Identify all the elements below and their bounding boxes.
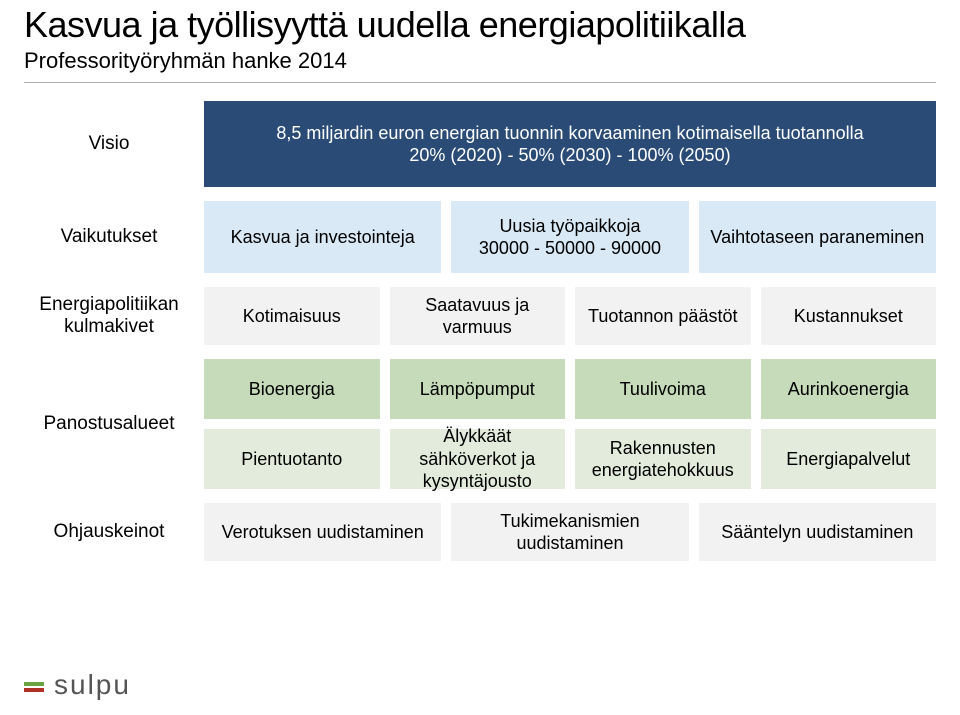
box-vaikutukset-2: Vaihtotaseen paraneminen	[699, 201, 936, 273]
label-ohjaus: Ohjauskeinot	[24, 503, 194, 561]
box-panostus-b3: Energiapalvelut	[761, 429, 937, 489]
logo-text: sulpu	[54, 669, 131, 700]
label-panostus: Panostusalueet	[24, 359, 194, 489]
box-panostus-a0: Bioenergia	[204, 359, 380, 419]
box-visio-text: 8,5 miljardin euron energian tuonnin kor…	[276, 122, 863, 167]
box-panostus-b2: Rakennusten energiatehokkuus	[575, 429, 751, 489]
box-vaikutukset-1-text: Uusia työpaikkoja 30000 - 50000 - 90000	[479, 215, 661, 260]
box-ohjaus-2: Sääntelyn uudistaminen	[699, 503, 936, 561]
page-title: Kasvua ja työllisyyttä uudella energiapo…	[24, 0, 936, 46]
logo-bars-icon	[24, 682, 50, 692]
row-visio: Visio 8,5 miljardin euron energian tuonn…	[24, 101, 936, 187]
logo-bar-green	[24, 682, 44, 686]
box-panostus-a1: Lämpöpumput	[390, 359, 566, 419]
box-ohjaus-1: Tukimekanismien uudistaminen	[451, 503, 688, 561]
row-kulmakivet: Energiapolitiikan kulmakivet Kotimaisuus…	[24, 287, 936, 345]
label-vaikutukset: Vaikutukset	[24, 201, 194, 273]
box-kulmakivet-1: Saatavuus ja varmuus	[390, 287, 566, 345]
label-kulmakivet: Energiapolitiikan kulmakivet	[24, 287, 194, 345]
box-ohjaus-0: Verotuksen uudistaminen	[204, 503, 441, 561]
box-kulmakivet-3: Kustannukset	[761, 287, 937, 345]
box-kulmakivet-0: Kotimaisuus	[204, 287, 380, 345]
box-visio: 8,5 miljardin euron energian tuonnin kor…	[204, 101, 936, 187]
box-kulmakivet-2: Tuotannon päästöt	[575, 287, 751, 345]
row-vaikutukset: Vaikutukset Kasvua ja investointeja Uusi…	[24, 201, 936, 273]
row-panostus: Panostusalueet Bioenergia Lämpöpumput Tu…	[24, 359, 936, 489]
box-panostus-b0: Pientuotanto	[204, 429, 380, 489]
logo-bar-red	[24, 688, 44, 692]
box-panostus-b1: Älykkäät sähköverkot ja kysyntäjousto	[390, 429, 566, 489]
box-panostus-a3: Aurinkoenergia	[761, 359, 937, 419]
logo-sulpu: sulpu	[24, 669, 131, 701]
label-visio: Visio	[24, 101, 194, 187]
box-panostus-a2: Tuulivoima	[575, 359, 751, 419]
box-vaikutukset-0: Kasvua ja investointeja	[204, 201, 441, 273]
page-subtitle: Professorityöryhmän hanke 2014	[24, 48, 936, 82]
divider	[24, 82, 936, 83]
row-ohjaus: Ohjauskeinot Verotuksen uudistaminen Tuk…	[24, 503, 936, 561]
box-vaikutukset-1: Uusia työpaikkoja 30000 - 50000 - 90000	[451, 201, 688, 273]
